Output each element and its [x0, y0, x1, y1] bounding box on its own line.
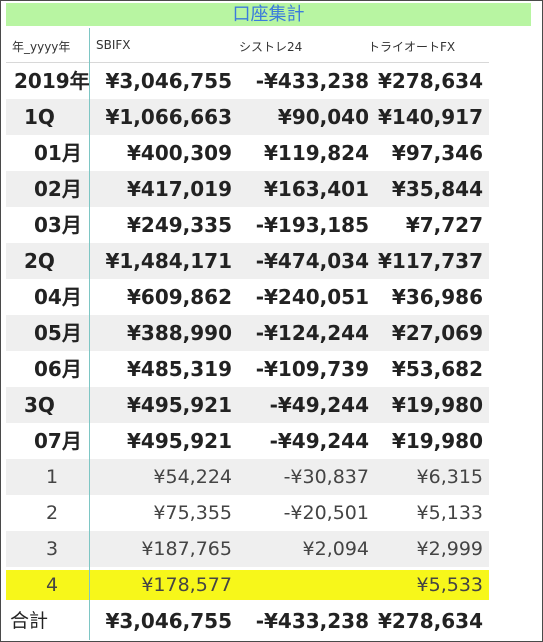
- header-divider: [6, 62, 489, 63]
- header-triauto-fx[interactable]: トライオートFX: [368, 40, 456, 54]
- cell-triauto-fx: ¥36,986: [391, 285, 483, 309]
- cell-systre24: -¥30,837: [283, 466, 369, 488]
- header-systre24[interactable]: シストレ24: [239, 40, 303, 54]
- table-title: 口座集計: [6, 3, 531, 26]
- cell-sbifx: ¥388,990: [126, 321, 232, 345]
- row-label: 2019年: [14, 69, 90, 93]
- cell-systre24: [234, 570, 369, 600]
- table-row-month[interactable]: 07月 ¥495,921 -¥49,244 ¥19,980: [6, 423, 489, 459]
- cell-triauto-fx: ¥140,917: [377, 105, 483, 129]
- cell-systre24: -¥433,238: [255, 69, 369, 93]
- table-row-total[interactable]: 合計 ¥3,046,755 -¥433,238 ¥278,634: [6, 603, 489, 639]
- table-row-month[interactable]: 01月 ¥400,309 ¥119,824 ¥97,346: [6, 135, 489, 171]
- row-label: 05月: [34, 321, 82, 345]
- cell-sbifx: ¥54,224: [153, 466, 232, 488]
- table-row-week[interactable]: 2 ¥75,355 -¥20,501 ¥5,133: [6, 495, 489, 531]
- row-label: 4: [46, 574, 59, 596]
- cell-triauto-fx: ¥5,133: [416, 502, 483, 524]
- cell-triauto-fx: ¥19,980: [391, 393, 483, 417]
- table-row-month[interactable]: 06月 ¥485,319 -¥109,739 ¥53,682: [6, 351, 489, 387]
- column-divider: [89, 28, 90, 640]
- table-row-month[interactable]: 03月 ¥249,335 -¥193,185 ¥7,727: [6, 207, 489, 243]
- cell-sbifx: ¥609,862: [126, 285, 232, 309]
- cell-triauto-fx: ¥35,844: [391, 177, 483, 201]
- header-sbifx[interactable]: SBIFX: [96, 38, 131, 52]
- header-year[interactable]: 年_yyyy年: [12, 40, 71, 54]
- cell-sbifx: ¥187,765: [141, 538, 232, 560]
- total-triauto-fx: ¥278,634: [377, 609, 483, 633]
- cell-systre24: -¥109,739: [255, 357, 369, 381]
- cell-sbifx: ¥75,355: [153, 502, 232, 524]
- row-label: 01月: [34, 141, 82, 165]
- row-label: 03月: [34, 213, 82, 237]
- row-label: 2Q: [24, 249, 55, 273]
- row-label: 06月: [34, 357, 82, 381]
- table-row-quarter[interactable]: 3Q ¥495,921 -¥49,244 ¥19,980: [6, 387, 489, 423]
- row-label: 1: [46, 466, 59, 488]
- cell-sbifx: ¥178,577: [141, 574, 232, 596]
- cell-triauto-fx: ¥2,999: [416, 538, 483, 560]
- cell-systre24: ¥163,401: [263, 177, 369, 201]
- row-label: 07月: [34, 429, 82, 453]
- cell-systre24: ¥119,824: [263, 141, 369, 165]
- cell-systre24: -¥49,244: [269, 393, 369, 417]
- cell-sbifx: ¥495,921: [126, 429, 232, 453]
- cell-triauto-fx: ¥5,533: [416, 574, 483, 596]
- table-row-week[interactable]: 1 ¥54,224 -¥30,837 ¥6,315: [6, 459, 489, 495]
- table-row-month[interactable]: 05月 ¥388,990 -¥124,244 ¥27,069: [6, 315, 489, 351]
- cell-triauto-fx: ¥97,346: [391, 141, 483, 165]
- table-row-quarter[interactable]: 2Q ¥1,484,171 -¥474,034 ¥117,737: [6, 243, 489, 279]
- table-header: 年_yyyy年 SBIFX シストレ24 トライオートFX: [6, 28, 489, 62]
- cell-systre24: -¥474,034: [255, 249, 369, 273]
- cell-systre24: -¥20,501: [283, 502, 369, 524]
- cell-sbifx: ¥485,319: [126, 357, 232, 381]
- cell-systre24: ¥90,040: [277, 105, 369, 129]
- cell-sbifx: ¥417,019: [126, 177, 232, 201]
- total-label: 合計: [10, 610, 49, 632]
- cell-triauto-fx: ¥6,315: [416, 466, 483, 488]
- cell-systre24: -¥240,051: [255, 285, 369, 309]
- row-label: 3Q: [24, 393, 55, 417]
- cell-triauto-fx: ¥117,737: [377, 249, 483, 273]
- cell-systre24: -¥193,185: [255, 213, 369, 237]
- total-sbifx: ¥3,046,755: [105, 609, 232, 633]
- cell-sbifx: ¥249,335: [126, 213, 232, 237]
- cell-triauto-fx: ¥278,634: [377, 69, 483, 93]
- cell-triauto-fx: ¥27,069: [391, 321, 483, 345]
- total-systre24: -¥433,238: [255, 609, 369, 633]
- cell-sbifx: ¥1,484,171: [105, 249, 232, 273]
- table-row-week-highlighted[interactable]: 4 ¥178,577 ¥5,533: [6, 570, 489, 600]
- cell-triauto-fx: ¥19,980: [391, 429, 483, 453]
- table-row-quarter[interactable]: 1Q ¥1,066,663 ¥90,040 ¥140,917: [6, 99, 489, 135]
- cell-sbifx: ¥400,309: [126, 141, 232, 165]
- row-label: 3: [46, 538, 59, 560]
- table-row-year[interactable]: 2019年 ¥3,046,755 -¥433,238 ¥278,634: [6, 63, 489, 99]
- row-label: 02月: [34, 177, 82, 201]
- cell-systre24: ¥2,094: [302, 538, 369, 560]
- cell-sbifx: ¥3,046,755: [105, 69, 232, 93]
- table-row-month[interactable]: 02月 ¥417,019 ¥163,401 ¥35,844: [6, 171, 489, 207]
- row-label: 04月: [34, 285, 82, 309]
- cell-sbifx: ¥1,066,663: [105, 105, 232, 129]
- cell-systre24: -¥124,244: [255, 321, 369, 345]
- table-row-month[interactable]: 04月 ¥609,862 -¥240,051 ¥36,986: [6, 279, 489, 315]
- cell-triauto-fx: ¥7,727: [405, 213, 483, 237]
- cell-systre24: -¥49,244: [269, 429, 369, 453]
- row-label: 2: [46, 502, 59, 524]
- cell-triauto-fx: ¥53,682: [391, 357, 483, 381]
- table-row-week[interactable]: 3 ¥187,765 ¥2,094 ¥2,999: [6, 531, 489, 567]
- row-label: 1Q: [24, 105, 55, 129]
- cell-sbifx: ¥495,921: [126, 393, 232, 417]
